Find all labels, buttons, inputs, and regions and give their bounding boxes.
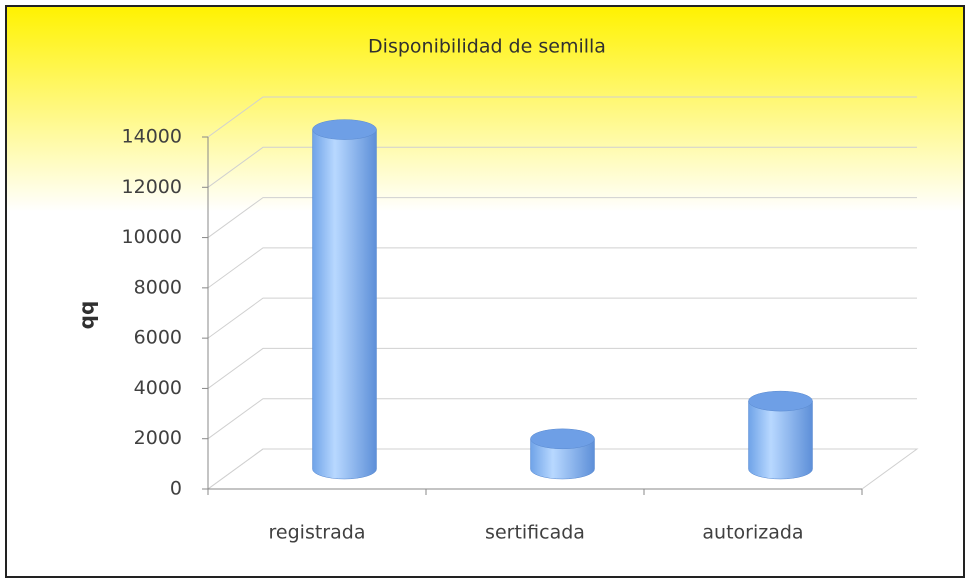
grid-line: [207, 347, 917, 389]
y-axis-label: qq: [75, 301, 99, 330]
grid-line: [207, 197, 917, 238]
bar-body: [748, 400, 813, 480]
y-tick-label: 4000: [134, 377, 182, 399]
y-tick-label: 12000: [122, 176, 182, 198]
bar-body: [312, 129, 377, 480]
chart-title: Disponibilidad de semilla: [368, 36, 606, 58]
bar-top: [312, 119, 377, 140]
bar-body: [530, 438, 595, 480]
grid-line: [207, 297, 917, 339]
bar-top: [748, 390, 813, 412]
grid-line: [207, 247, 917, 289]
bar-top: [530, 428, 595, 450]
bar: [312, 119, 377, 480]
grid-line: [207, 398, 917, 440]
y-tick-label: 14000: [122, 126, 182, 148]
bar: [530, 428, 595, 480]
y-tick-label: 10000: [122, 226, 182, 248]
grid-line: [207, 448, 917, 490]
y-tick-label: 0: [170, 478, 182, 500]
grid-line: [207, 96, 917, 138]
x-tick-label: autorizada: [702, 522, 803, 544]
chart-area: [5, 5, 965, 578]
bar: [748, 390, 813, 480]
grid-line: [207, 146, 917, 188]
y-tick-label: 6000: [134, 327, 182, 349]
y-tick-label: 2000: [134, 427, 182, 449]
x-tick-label: registrada: [269, 522, 366, 544]
x-tick-label: sertificada: [485, 522, 585, 544]
y-tick-label: 8000: [134, 276, 182, 298]
